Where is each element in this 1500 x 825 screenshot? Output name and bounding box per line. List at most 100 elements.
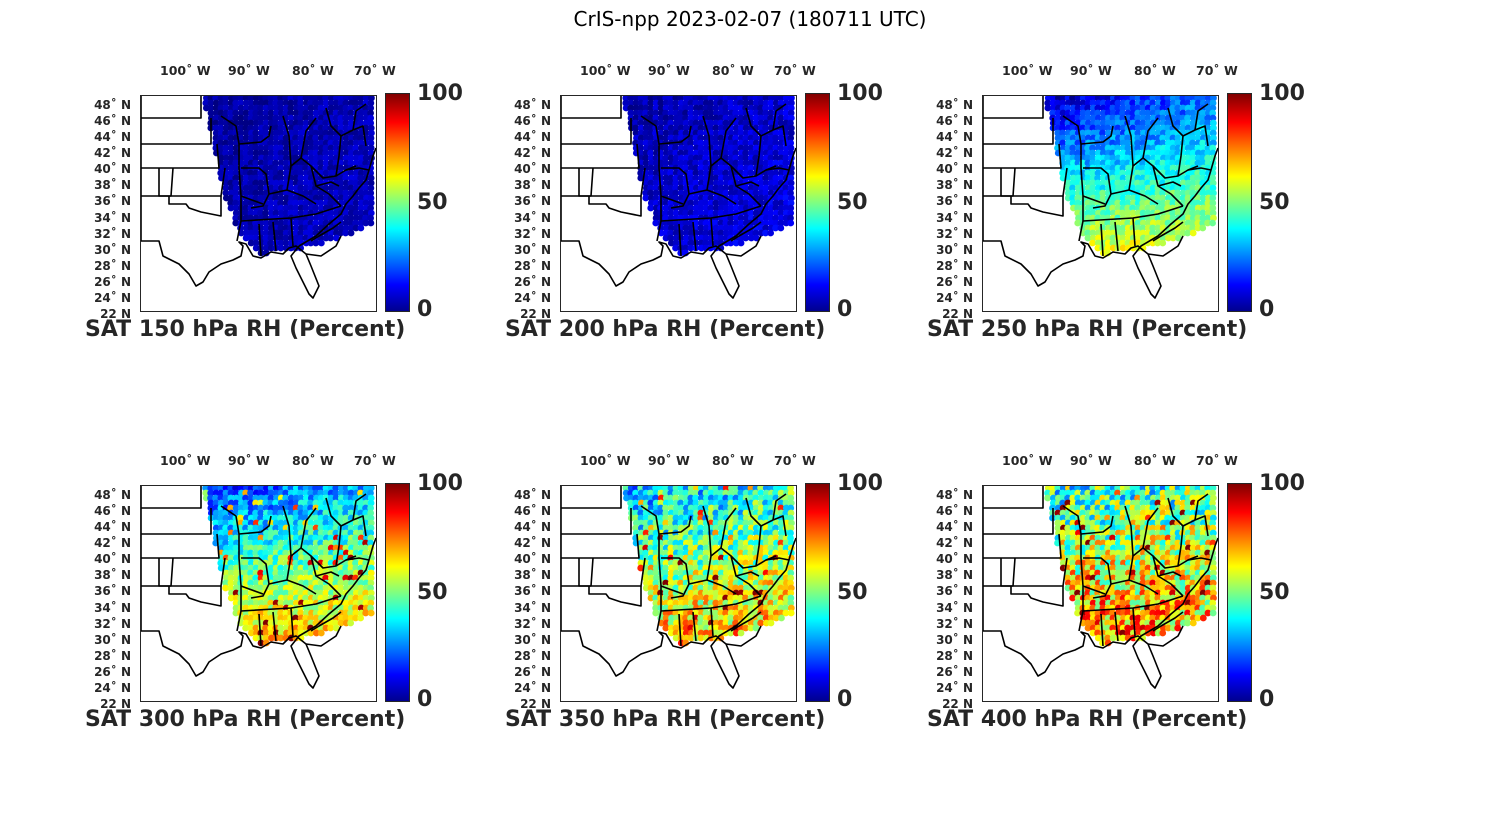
map-panel-250: 100˚ W 90˚ W 80˚ W 70˚ W 48˚ N 46˚ N 44˚ N 42˚ … — [927, 45, 1327, 345]
colorbar-tick-min: 0 — [837, 297, 853, 322]
latitude-label: 30˚ N — [94, 242, 131, 257]
latitude-label: 34˚ N — [514, 210, 551, 225]
rh-map — [982, 95, 1219, 312]
longitude-label: 70˚ W — [354, 453, 396, 468]
longitude-label: 70˚ W — [774, 453, 816, 468]
colorbar-tick-mid: 50 — [417, 580, 448, 605]
latitude-label: 22 N — [520, 307, 551, 321]
latitude-label: 44˚ N — [514, 130, 551, 145]
latitude-label: 32˚ N — [514, 226, 551, 241]
longitude-label: 70˚ W — [774, 63, 816, 78]
state-boundaries — [141, 96, 376, 299]
latitude-label: 24˚ N — [94, 290, 131, 305]
latitude-label: 38˚ N — [514, 178, 551, 193]
latitude-label: 44˚ N — [94, 520, 131, 535]
latitude-label: 30˚ N — [94, 632, 131, 647]
latitude-label: 34˚ N — [94, 600, 131, 615]
colorbar-tick-mid: 50 — [417, 190, 448, 215]
colorbar-tick-mid: 50 — [837, 580, 868, 605]
panel-caption: SAT 350 hPa RH (Percent) — [505, 707, 826, 732]
rh-map — [560, 95, 797, 312]
longitude-label: 100˚ W — [580, 453, 631, 468]
colorbar-tick-min: 0 — [1259, 297, 1275, 322]
colorbar-tick-max: 100 — [417, 471, 463, 496]
state-boundaries — [561, 486, 796, 689]
panel-caption: SAT 250 hPa RH (Percent) — [927, 317, 1248, 342]
latitude-label: 34˚ N — [936, 600, 973, 615]
latitude-label: 40˚ N — [936, 162, 973, 177]
latitude-label: 26˚ N — [94, 664, 131, 679]
latitude-label: 24˚ N — [936, 680, 973, 695]
latitude-label: 46˚ N — [94, 504, 131, 519]
latitude-label: 28˚ N — [514, 648, 551, 663]
latitude-label: 44˚ N — [936, 520, 973, 535]
panel-caption: SAT 400 hPa RH (Percent) — [927, 707, 1248, 732]
colorbar-tick-mid: 50 — [1259, 580, 1290, 605]
latitude-label: 38˚ N — [94, 178, 131, 193]
latitude-label: 38˚ N — [94, 568, 131, 583]
latitude-label: 32˚ N — [514, 616, 551, 631]
longitude-label: 90˚ W — [228, 453, 270, 468]
rh-retrieval-dots — [1044, 96, 1217, 257]
colorbar-tick-min: 0 — [837, 687, 853, 712]
longitude-label: 90˚ W — [1070, 63, 1112, 78]
latitude-label: 22 N — [942, 307, 973, 321]
latitude-label: 32˚ N — [936, 226, 973, 241]
latitude-label: 30˚ N — [514, 632, 551, 647]
latitude-label: 42˚ N — [936, 146, 973, 161]
longitude-label: 90˚ W — [648, 453, 690, 468]
latitude-label: 40˚ N — [94, 552, 131, 567]
latitude-label: 46˚ N — [936, 114, 973, 129]
latitude-label: 36˚ N — [514, 584, 551, 599]
latitude-label: 26˚ N — [514, 274, 551, 289]
latitude-label: 24˚ N — [514, 680, 551, 695]
latitude-label: 38˚ N — [514, 568, 551, 583]
longitude-label: 70˚ W — [1196, 453, 1238, 468]
longitude-label: 100˚ W — [160, 453, 211, 468]
rh-retrieval-dots — [202, 486, 375, 647]
latitude-label: 28˚ N — [94, 258, 131, 273]
latitude-label: 32˚ N — [94, 226, 131, 241]
latitude-label: 22 N — [100, 307, 131, 321]
panel-caption: SAT 300 hPa RH (Percent) — [85, 707, 406, 732]
colorbar-tick-mid: 50 — [837, 190, 868, 215]
latitude-label: 26˚ N — [936, 274, 973, 289]
rh-retrieval-dots — [1044, 486, 1217, 647]
latitude-label: 36˚ N — [936, 584, 973, 599]
latitude-label: 42˚ N — [514, 536, 551, 551]
latitude-label: 34˚ N — [514, 600, 551, 615]
figure-title: CrIS-npp 2023-02-07 (180711 UTC) — [573, 7, 927, 31]
longitude-label: 70˚ W — [1196, 63, 1238, 78]
latitude-label: 48˚ N — [514, 488, 551, 502]
state-boundaries — [983, 96, 1218, 299]
latitude-label: 30˚ N — [936, 242, 973, 257]
latitude-label: 42˚ N — [94, 536, 131, 551]
longitude-label: 80˚ W — [1134, 63, 1176, 78]
latitude-label: 32˚ N — [936, 616, 973, 631]
map-panel-350: 100˚ W 90˚ W 80˚ W 70˚ W 48˚ N 46˚ N 44˚ N 42˚ … — [505, 435, 905, 735]
latitude-label: 28˚ N — [94, 648, 131, 663]
latitude-label: 22 N — [100, 697, 131, 711]
colorbar-tick-min: 0 — [1259, 687, 1275, 712]
latitude-label: 40˚ N — [514, 162, 551, 177]
latitude-label: 22 N — [942, 697, 973, 711]
longitude-label: 80˚ W — [292, 63, 334, 78]
latitude-label: 46˚ N — [514, 114, 551, 129]
colorbar-tick-max: 100 — [1259, 81, 1305, 106]
panel-caption: SAT 200 hPa RH (Percent) — [505, 317, 826, 342]
latitude-label: 42˚ N — [936, 536, 973, 551]
colorbar — [385, 93, 410, 312]
latitude-label: 46˚ N — [936, 504, 973, 519]
state-boundaries — [141, 486, 376, 689]
latitude-label: 44˚ N — [936, 130, 973, 145]
latitude-label: 24˚ N — [94, 680, 131, 695]
longitude-label: 80˚ W — [712, 453, 754, 468]
latitude-label: 28˚ N — [514, 258, 551, 273]
latitude-label: 34˚ N — [94, 210, 131, 225]
latitude-label: 38˚ N — [936, 178, 973, 193]
latitude-label: 36˚ N — [936, 194, 973, 209]
latitude-label: 40˚ N — [94, 162, 131, 177]
latitude-label: 30˚ N — [936, 632, 973, 647]
latitude-label: 42˚ N — [514, 146, 551, 161]
longitude-label: 90˚ W — [1070, 453, 1112, 468]
